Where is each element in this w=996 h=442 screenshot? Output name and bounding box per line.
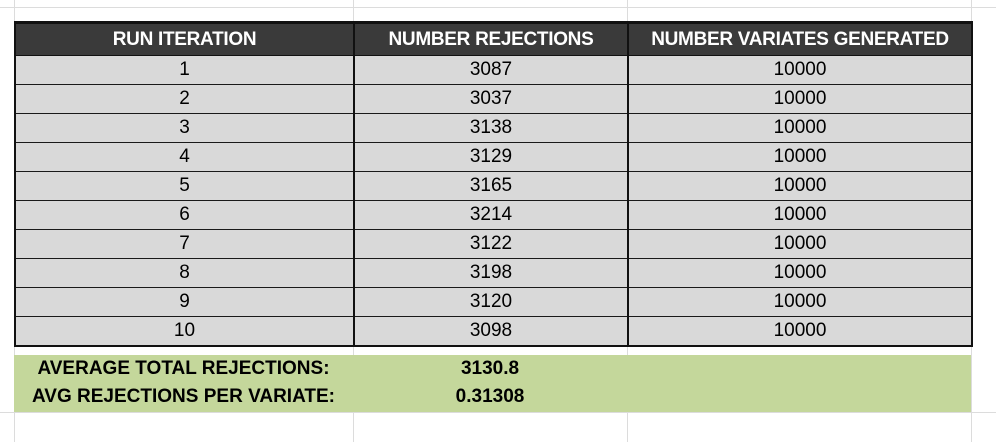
cell-number-variates[interactable]: 10000: [627, 287, 973, 317]
avg-rejections-per-variate-label[interactable]: AVG REJECTIONS PER VARIATE:: [32, 386, 335, 407]
cell-number-rejections[interactable]: 3120: [353, 287, 629, 317]
summary-block: AVERAGE TOTAL REJECTIONS: 3130.8 AVG REJ…: [14, 355, 971, 412]
average-total-rejections-label[interactable]: AVERAGE TOTAL REJECTIONS:: [37, 358, 330, 379]
cell-run-iteration[interactable]: 3: [14, 113, 355, 143]
cell-number-variates[interactable]: 10000: [627, 229, 973, 259]
cell-number-variates[interactable]: 10000: [627, 142, 973, 172]
header-row: RUN ITERATION NUMBER REJECTIONS NUMBER V…: [14, 21, 973, 56]
cell-number-rejections[interactable]: 3122: [353, 229, 629, 259]
table-row: 8 3198 10000: [14, 258, 973, 288]
table-row: 10 3098 10000: [14, 316, 973, 347]
summary-row-avg-per-variate: AVG REJECTIONS PER VARIATE: 0.31308: [14, 383, 971, 411]
cell-number-variates[interactable]: 10000: [627, 113, 973, 143]
cell-number-variates[interactable]: 10000: [627, 200, 973, 230]
header-number-variates-generated[interactable]: NUMBER VARIATES GENERATED: [627, 21, 973, 56]
cell-number-rejections[interactable]: 3165: [353, 171, 629, 201]
cell-run-iteration[interactable]: 1: [14, 55, 355, 85]
cell-run-iteration[interactable]: 2: [14, 84, 355, 114]
header-number-rejections[interactable]: NUMBER REJECTIONS: [353, 21, 629, 56]
cell-run-iteration[interactable]: 10: [14, 316, 355, 347]
table-row: 5 3165 10000: [14, 171, 973, 201]
cell-run-iteration[interactable]: 7: [14, 229, 355, 259]
table-row: 7 3122 10000: [14, 229, 973, 259]
table-row: 4 3129 10000: [14, 142, 973, 172]
table-row: 9 3120 10000: [14, 287, 973, 317]
cell-run-iteration[interactable]: 9: [14, 287, 355, 317]
cell-number-variates[interactable]: 10000: [627, 258, 973, 288]
cell-run-iteration[interactable]: 5: [14, 171, 355, 201]
cell-number-rejections[interactable]: 3129: [353, 142, 629, 172]
cell-run-iteration[interactable]: 4: [14, 142, 355, 172]
cell-number-variates[interactable]: 10000: [627, 171, 973, 201]
average-total-rejections-value[interactable]: 3130.8: [460, 358, 520, 379]
cell-number-variates[interactable]: 10000: [627, 55, 973, 85]
cell-number-rejections[interactable]: 3214: [353, 200, 629, 230]
table-row: 1 3087 10000: [14, 55, 973, 85]
table-row: 6 3214 10000: [14, 200, 973, 230]
cell-run-iteration[interactable]: 6: [14, 200, 355, 230]
header-run-iteration[interactable]: RUN ITERATION: [14, 21, 355, 56]
cell-number-variates[interactable]: 10000: [627, 316, 973, 347]
cell-number-variates[interactable]: 10000: [627, 84, 973, 114]
cell-number-rejections[interactable]: 3087: [353, 55, 629, 85]
gridline: [0, 412, 996, 413]
cell-number-rejections[interactable]: 3098: [353, 316, 629, 347]
gridline: [0, 7, 996, 8]
avg-rejections-per-variate-value[interactable]: 0.31308: [455, 386, 525, 407]
cell-run-iteration[interactable]: 8: [14, 258, 355, 288]
summary-row-average-total: AVERAGE TOTAL REJECTIONS: 3130.8: [14, 355, 971, 383]
rejection-results-table: RUN ITERATION NUMBER REJECTIONS NUMBER V…: [14, 21, 973, 347]
table-row: 3 3138 10000: [14, 113, 973, 143]
cell-number-rejections[interactable]: 3138: [353, 113, 629, 143]
table-row: 2 3037 10000: [14, 84, 973, 114]
cell-number-rejections[interactable]: 3037: [353, 84, 629, 114]
cell-number-rejections[interactable]: 3198: [353, 258, 629, 288]
